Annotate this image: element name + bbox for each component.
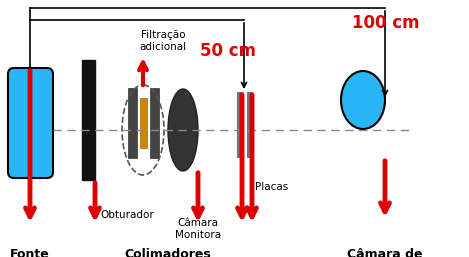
Text: 100 cm: 100 cm bbox=[353, 14, 420, 32]
Ellipse shape bbox=[168, 89, 198, 171]
Text: 50 cm: 50 cm bbox=[200, 42, 256, 60]
Bar bbox=[128, 88, 137, 158]
Text: Câmara de
ionização: Câmara de ionização bbox=[347, 248, 423, 257]
Ellipse shape bbox=[341, 71, 385, 129]
Bar bbox=[247, 92, 252, 157]
Text: Filtração
adicional: Filtração adicional bbox=[139, 30, 187, 52]
FancyBboxPatch shape bbox=[8, 68, 53, 178]
Text: Câmara
Monitora: Câmara Monitora bbox=[175, 218, 221, 240]
Bar bbox=[140, 98, 147, 148]
Bar bbox=[82, 60, 95, 180]
Bar bbox=[150, 88, 159, 158]
Text: Placas: Placas bbox=[255, 182, 288, 192]
Text: Colimadores: Colimadores bbox=[125, 248, 212, 257]
Bar bbox=[237, 92, 242, 157]
Text: Obturador: Obturador bbox=[100, 210, 154, 220]
Text: Fonte: Fonte bbox=[10, 248, 50, 257]
